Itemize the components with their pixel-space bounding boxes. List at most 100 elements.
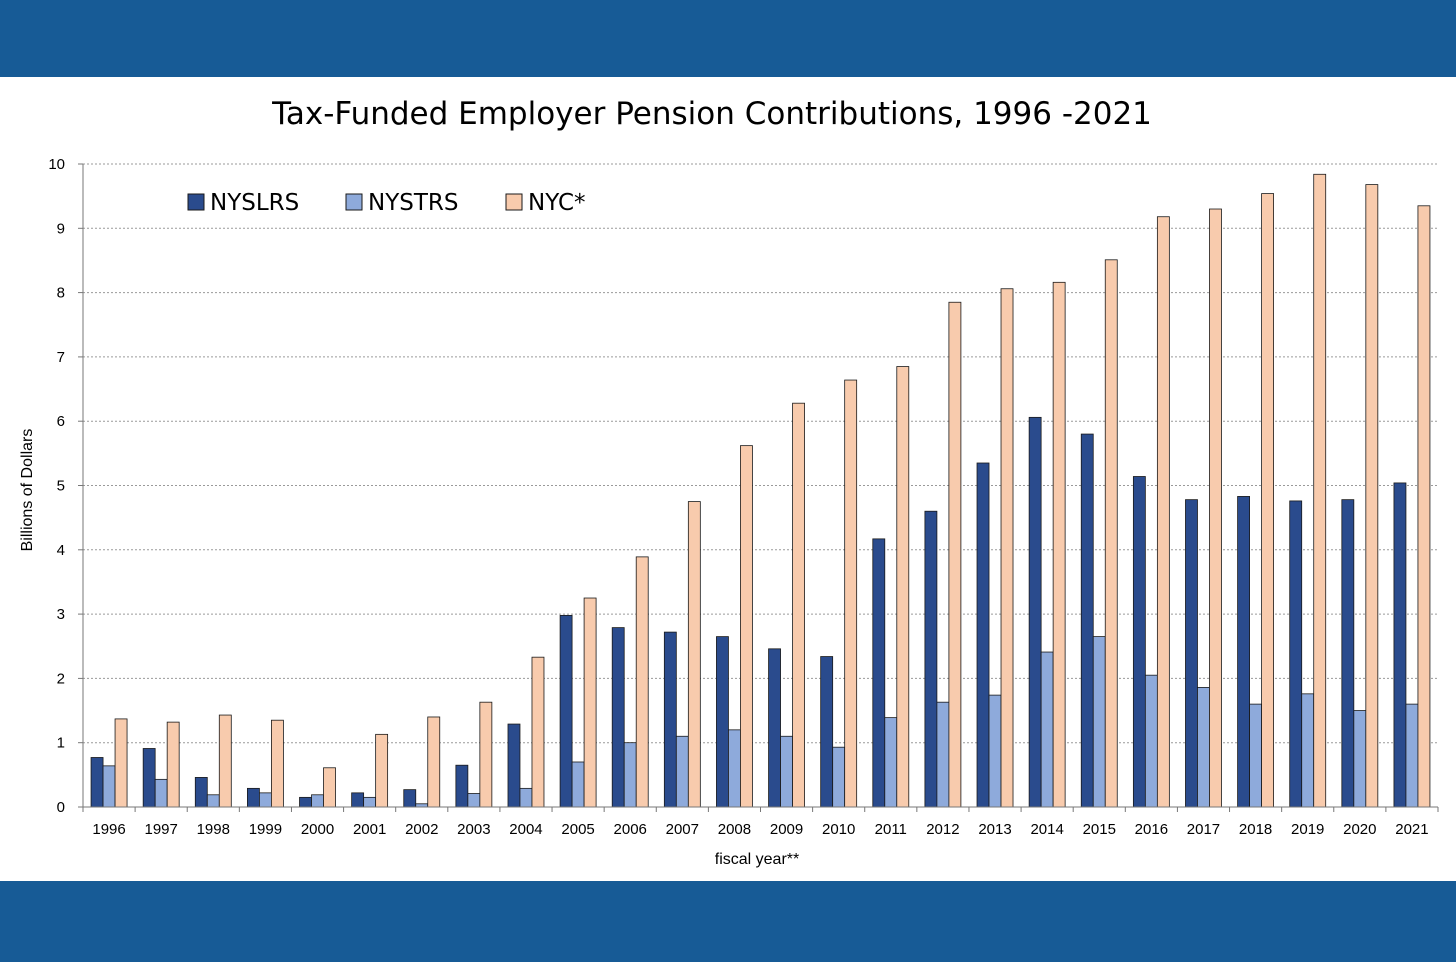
- bar-nyc-2013: [1000, 288, 1014, 808]
- bar-nyslrs-2019: [1289, 500, 1303, 808]
- bar-nyc-2008: [740, 445, 753, 808]
- bar-nyc-1997: [166, 721, 180, 808]
- bar-nystrs-2001: [363, 796, 377, 808]
- bars: [90, 173, 1431, 808]
- bar-nyslrs-2014: [1028, 416, 1042, 808]
- y-axis-label: Billions of Dollars: [19, 429, 36, 552]
- x-tick-label: 2014: [1030, 821, 1063, 838]
- bar-nystrs-2004: [519, 787, 533, 808]
- bar-nyc-2001: [375, 733, 389, 808]
- legend-swatch: [345, 193, 363, 211]
- bar-nyslrs-2005: [559, 614, 573, 808]
- bar-nyslrs-2021: [1393, 482, 1407, 808]
- bar-nystrs-2007: [675, 735, 689, 808]
- bar-nyc-1998: [218, 714, 232, 808]
- x-tick-label: 2015: [1083, 821, 1116, 838]
- legend-label: NYSTRS: [368, 190, 458, 216]
- legend-swatch: [505, 193, 523, 211]
- bar-nyslrs-2004: [507, 723, 521, 808]
- bar-nystrs-2005: [571, 761, 585, 808]
- bar-nystrs-2015: [1092, 636, 1106, 808]
- y-tick-labels: 0 1 2 3 4 5 6 7 8 9 10: [48, 156, 83, 816]
- bar-nyslrs-2018: [1237, 496, 1250, 808]
- x-tick-label: 2021: [1395, 821, 1428, 838]
- bar-nyc-2002: [427, 716, 441, 808]
- bar-nyc-2006: [635, 556, 649, 808]
- top-banner: [0, 0, 1456, 77]
- bar-nyc-1996: [114, 718, 128, 808]
- bar-nyc-2015: [1104, 259, 1118, 808]
- bar-nyslrs-2009: [768, 648, 781, 808]
- x-tick-label: 2018: [1239, 821, 1272, 838]
- bar-nystrs-2012: [936, 701, 950, 808]
- bar-nystrs-2010: [832, 746, 846, 808]
- bar-nystrs-2000: [311, 794, 324, 808]
- x-tick-label: 2009: [770, 821, 803, 838]
- bar-nyc-2007: [687, 501, 701, 808]
- bar-nyc-2021: [1417, 205, 1431, 808]
- bar-nystrs-2017: [1197, 687, 1210, 808]
- bar-nyslrs-2011: [872, 538, 886, 808]
- legend-swatch: [187, 193, 205, 211]
- x-tick-label: 2001: [353, 821, 386, 838]
- x-tick-label: 2010: [822, 821, 855, 838]
- bar-nyslrs-2001: [351, 792, 365, 808]
- bar-nyc-2010: [844, 379, 858, 808]
- y-tick-label: 10: [48, 156, 65, 173]
- bar-nyc-2004: [531, 656, 545, 808]
- bar-nystrs-2016: [1144, 674, 1158, 808]
- bar-nyslrs-1996: [90, 757, 104, 808]
- x-tick-label: 2013: [978, 821, 1011, 838]
- bar-nystrs-2013: [988, 694, 1002, 808]
- x-tick-label: 2003: [457, 821, 490, 838]
- x-tick-label: 1998: [197, 821, 230, 838]
- x-tick-label: 1996: [92, 821, 125, 838]
- x-tick-label: 2012: [926, 821, 959, 838]
- y-tick-label: 5: [57, 478, 65, 495]
- x-tick-label: 2019: [1291, 821, 1324, 838]
- bar-nyslrs-2020: [1341, 499, 1355, 808]
- y-tick-label: 9: [57, 220, 65, 237]
- bar-nyslrs-2008: [716, 636, 729, 808]
- x-tick-label: 2005: [561, 821, 594, 838]
- bar-nyc-2012: [948, 301, 962, 808]
- x-tick-label: 2000: [301, 821, 334, 838]
- y-tick-label: 1: [57, 735, 65, 752]
- bar-nyslrs-2006: [611, 627, 625, 808]
- bar-nystrs-2018: [1249, 703, 1262, 808]
- bar-nyslrs-2012: [924, 510, 938, 808]
- bottom-banner: [0, 881, 1456, 962]
- y-tick-label: 8: [57, 285, 65, 302]
- bar-nyc-2009: [792, 402, 805, 808]
- y-tick-label: 7: [57, 349, 65, 366]
- bar-nyslrs-2016: [1132, 476, 1146, 808]
- bar-nyc-1999: [271, 719, 284, 808]
- bar-nyslrs-2010: [820, 656, 834, 808]
- x-tick-label: 1997: [144, 821, 177, 838]
- bar-nyc-2011: [896, 366, 910, 808]
- bar-nyslrs-2007: [663, 631, 677, 808]
- bar-nystrs-2021: [1405, 703, 1419, 808]
- y-tick-label: 6: [57, 413, 65, 430]
- legend-label: NYC*: [528, 190, 586, 216]
- bar-nystrs-1999: [259, 792, 272, 808]
- x-tick-label: 2011: [875, 821, 907, 838]
- bar-nystrs-2019: [1301, 693, 1315, 808]
- y-tick-label: 4: [57, 542, 65, 559]
- x-tick-label: 2006: [614, 821, 647, 838]
- bar-nystrs-2008: [728, 729, 741, 808]
- bar-nystrs-2006: [623, 742, 637, 808]
- legend-label: NYSLRS: [210, 190, 299, 216]
- bar-nystrs-1998: [206, 794, 220, 808]
- bar-nyc-2005: [583, 597, 597, 808]
- chart-title: Tax-Funded Employer Pension Contribution…: [271, 96, 1152, 132]
- bar-nystrs-2011: [884, 717, 898, 808]
- bar-nyslrs-2013: [976, 462, 990, 808]
- x-tick-labels: 1996 1997 1998 1999 2000 2001 2002 2003 2004 2005…: [82, 807, 1439, 838]
- x-tick-label: 2002: [405, 821, 438, 838]
- legend: NYSLRS NYSTRS NYC*: [187, 190, 586, 216]
- bar-nyc-2014: [1052, 281, 1066, 808]
- bar-nyc-2017: [1209, 208, 1222, 808]
- x-tick-label: 2020: [1343, 821, 1376, 838]
- bar-nyc-2020: [1365, 184, 1379, 808]
